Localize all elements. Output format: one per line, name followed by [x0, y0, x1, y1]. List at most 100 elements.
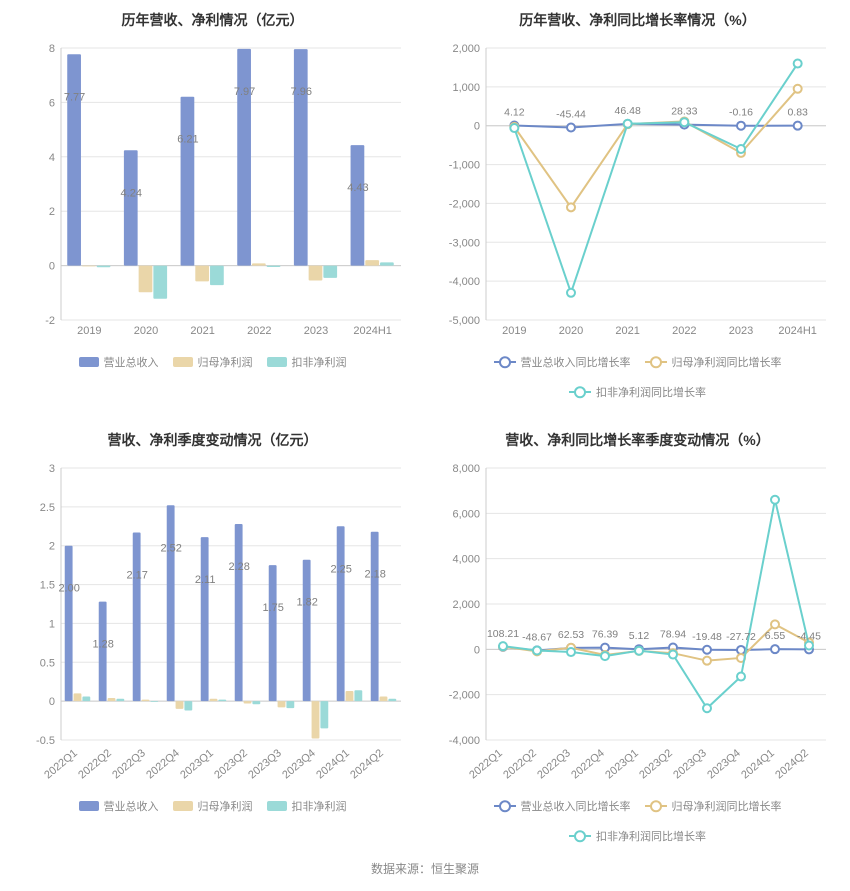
legend: 营业总收入归母净利润扣非净利润: [10, 354, 415, 370]
svg-text:2019: 2019: [502, 325, 526, 337]
svg-text:6: 6: [48, 97, 54, 109]
legend-label: 营业总收入: [104, 354, 159, 370]
svg-text:8,000: 8,000: [452, 463, 480, 475]
svg-text:0.5: 0.5: [39, 657, 54, 669]
legend-line-marker: [645, 805, 667, 807]
panel-title: 历年营收、净利同比增长率情况（%）: [519, 10, 755, 30]
svg-text:7.96: 7.96: [290, 86, 311, 98]
svg-text:-4,000: -4,000: [448, 276, 479, 288]
svg-text:2023Q2: 2023Q2: [212, 747, 250, 781]
svg-text:-0.16: -0.16: [729, 107, 753, 119]
svg-text:2024H1: 2024H1: [353, 325, 392, 337]
legend-label: 扣非净利润同比增长率: [596, 828, 706, 844]
svg-text:5.12: 5.12: [628, 630, 649, 642]
svg-text:1,000: 1,000: [452, 82, 480, 94]
svg-text:6,000: 6,000: [452, 508, 480, 520]
legend-label: 扣非净利润同比增长率: [596, 384, 706, 400]
svg-text:2020: 2020: [558, 325, 582, 337]
svg-text:-0.5: -0.5: [36, 735, 55, 747]
legend-item: 营业总收入同比增长率: [494, 798, 631, 814]
svg-text:2024Q1: 2024Q1: [739, 747, 777, 781]
svg-text:-4,000: -4,000: [448, 735, 479, 747]
svg-text:2.00: 2.00: [58, 583, 79, 595]
legend-line-marker: [645, 361, 667, 363]
legend-label: 归母净利润: [198, 354, 253, 370]
svg-text:2.5: 2.5: [39, 502, 54, 514]
svg-text:4.24: 4.24: [120, 187, 141, 199]
data-source-label: 数据来源：恒生聚源: [10, 860, 840, 877]
chart-annual-line: -5,000-4,000-3,000-2,000-1,00001,0002,00…: [438, 40, 838, 348]
legend: 营业总收入同比增长率 归母净利润同比增长率扣非净利润同比增长率: [435, 354, 840, 400]
svg-text:2.18: 2.18: [364, 569, 385, 581]
svg-text:2022Q1: 2022Q1: [467, 747, 505, 781]
svg-text:-19.48: -19.48: [692, 631, 722, 643]
svg-text:2.17: 2.17: [126, 570, 147, 582]
legend-item: 归母净利润同比增长率: [645, 798, 782, 814]
svg-text:2021: 2021: [190, 325, 214, 337]
panel-quarterly-revenue-profit: 营收、净利季度变动情况（亿元） -0.500.511.522.532022Q12…: [10, 430, 415, 844]
svg-text:0: 0: [48, 261, 54, 273]
legend-item: 营业总收入同比增长率: [494, 354, 631, 370]
svg-text:-3,000: -3,000: [448, 237, 479, 249]
svg-text:2023: 2023: [303, 325, 327, 337]
legend: 营业总收入 归母净利润 扣非净利润: [10, 798, 415, 814]
svg-text:4.12: 4.12: [504, 107, 525, 119]
svg-text:7.77: 7.77: [63, 91, 84, 103]
svg-text:6.55: 6.55: [764, 630, 785, 642]
svg-text:2023Q1: 2023Q1: [178, 747, 216, 781]
svg-text:2020: 2020: [133, 325, 157, 337]
legend-line-marker: [569, 835, 591, 837]
svg-text:28.33: 28.33: [671, 106, 697, 118]
svg-text:4.43: 4.43: [347, 182, 368, 194]
svg-text:2022: 2022: [672, 325, 696, 337]
legend-item: 扣非净利润同比增长率: [569, 384, 706, 400]
legend-item: 归母净利润: [173, 798, 253, 814]
chart-annual-bar: -202468201920202021202220232024H17.774.2…: [13, 40, 413, 348]
svg-text:2024Q2: 2024Q2: [348, 747, 386, 781]
svg-text:2.28: 2.28: [228, 561, 249, 573]
svg-text:0: 0: [473, 644, 479, 656]
legend-label: 归母净利润同比增长率: [672, 798, 782, 814]
legend-item: 归母净利润同比增长率: [645, 354, 782, 370]
svg-text:1: 1: [48, 618, 54, 630]
svg-text:-2: -2: [45, 315, 55, 327]
svg-text:2,000: 2,000: [452, 599, 480, 611]
legend-label: 归母净利润同比增长率: [672, 354, 782, 370]
svg-text:2024Q1: 2024Q1: [314, 747, 352, 781]
legend-label: 归母净利润: [198, 798, 253, 814]
svg-text:6.21: 6.21: [177, 134, 198, 146]
svg-text:-1,000: -1,000: [448, 160, 479, 172]
legend-label: 扣非净利润: [292, 798, 347, 814]
svg-text:0: 0: [473, 121, 479, 133]
svg-text:1.75: 1.75: [262, 602, 283, 614]
svg-text:2.25: 2.25: [330, 563, 351, 575]
svg-text:0: 0: [48, 696, 54, 708]
svg-text:2,000: 2,000: [452, 43, 480, 55]
svg-text:-45.44: -45.44: [556, 108, 586, 120]
legend-item: 扣非净利润: [267, 798, 347, 814]
svg-text:2021: 2021: [615, 325, 639, 337]
chart-quarterly-line: -4,000-2,00002,0004,0006,0008,0002022Q12…: [438, 460, 838, 792]
svg-text:-2,000: -2,000: [448, 198, 479, 210]
svg-text:1.82: 1.82: [296, 597, 317, 609]
svg-text:2022: 2022: [247, 325, 271, 337]
legend-swatch: [173, 801, 193, 811]
svg-text:2022Q2: 2022Q2: [76, 747, 114, 781]
svg-text:76.39: 76.39: [591, 629, 617, 641]
svg-text:2022Q1: 2022Q1: [42, 747, 80, 781]
svg-text:8: 8: [48, 43, 54, 55]
svg-text:78.94: 78.94: [659, 629, 685, 641]
legend-item: 营业总收入: [79, 798, 159, 814]
svg-text:2022Q4: 2022Q4: [144, 747, 182, 781]
svg-text:1.5: 1.5: [39, 580, 54, 592]
legend-label: 营业总收入同比增长率: [521, 354, 631, 370]
svg-text:4: 4: [48, 152, 54, 164]
legend-item: 扣非净利润同比增长率: [569, 828, 706, 844]
svg-text:2023Q3: 2023Q3: [246, 747, 284, 781]
legend-label: 营业总收入同比增长率: [521, 798, 631, 814]
svg-text:2: 2: [48, 541, 54, 553]
svg-text:2022Q2: 2022Q2: [501, 747, 539, 781]
svg-text:-4.45: -4.45: [797, 630, 821, 642]
svg-text:2022Q4: 2022Q4: [569, 747, 607, 781]
svg-text:2023Q3: 2023Q3: [671, 747, 709, 781]
